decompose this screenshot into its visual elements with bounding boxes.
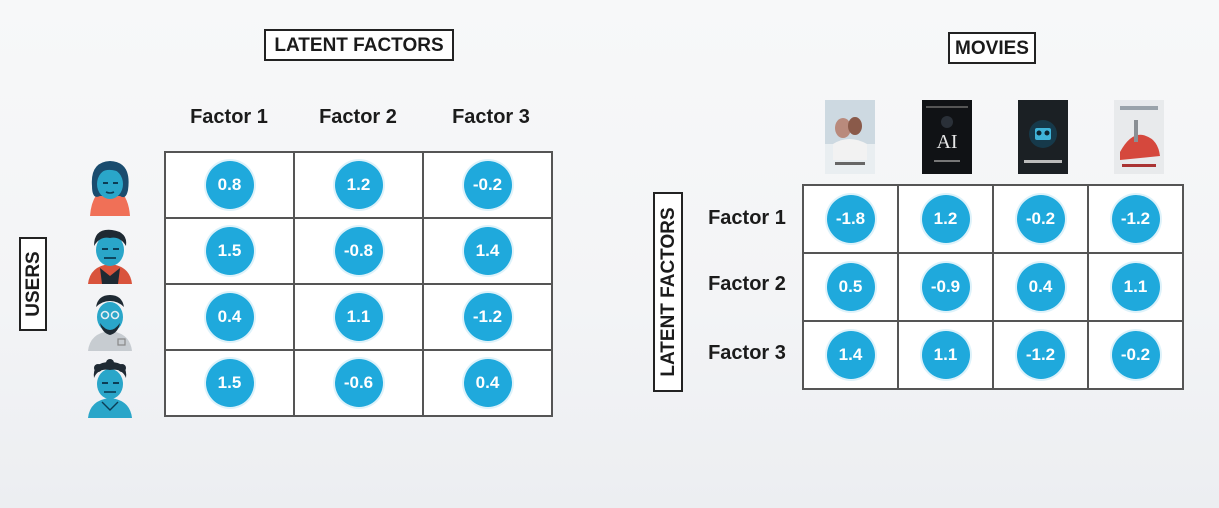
user-avatar-man-icon xyxy=(88,229,132,284)
table-row: -1.8 1.2 -0.2 -1.2 xyxy=(802,184,1184,254)
matrix-cell: 1.2 xyxy=(293,151,424,219)
value-badge: 1.5 xyxy=(205,359,254,407)
matrix-cell: -0.9 xyxy=(897,252,994,322)
matrix-cell: 0.4 xyxy=(422,349,553,417)
value-badge: 0.8 xyxy=(205,161,254,209)
users-side-label: USERS xyxy=(19,237,47,331)
table-row: 0.5 -0.9 0.4 1.1 xyxy=(802,252,1184,322)
matrix-cell: -0.8 xyxy=(293,217,424,285)
user-avatar-man-curly-icon xyxy=(88,359,132,418)
user-avatar-bearded-man-icon xyxy=(88,295,132,351)
value-badge: -0.2 xyxy=(1111,331,1160,379)
value-badge: 0.4 xyxy=(205,293,254,341)
movies-title: MOVIES xyxy=(948,32,1036,64)
value-badge: 1.1 xyxy=(921,331,970,379)
value-badge: 1.4 xyxy=(463,227,512,275)
matrix-cell: -1.2 xyxy=(422,283,553,351)
table-row: 0.4 1.1 -1.2 xyxy=(164,283,553,351)
table-row: 1.4 1.1 -1.2 -0.2 xyxy=(802,320,1184,390)
value-badge: 1.4 xyxy=(826,331,875,379)
matrix-cell: 1.5 xyxy=(164,349,295,417)
value-badge: 1.5 xyxy=(205,227,254,275)
movie-poster-red-ship-icon xyxy=(1114,100,1164,174)
value-badge: 0.4 xyxy=(463,359,512,407)
table-row: 0.8 1.2 -0.2 xyxy=(164,151,553,219)
value-badge: -0.9 xyxy=(921,263,970,311)
value-badge: -0.6 xyxy=(334,359,383,407)
user-matrix-col-header: Factor 1 xyxy=(190,106,268,128)
value-badge: 1.2 xyxy=(921,195,970,243)
movie-poster-robot-icon xyxy=(1018,100,1068,174)
value-badge: 1.2 xyxy=(334,161,383,209)
movie-factor-matrix: -1.8 1.2 -0.2 -1.2 0.5 -0.9 0.4 1.1 1.4 … xyxy=(802,184,1184,390)
svg-text:AI: AI xyxy=(936,131,957,153)
matrix-cell: -0.2 xyxy=(1087,320,1184,390)
value-badge: 0.4 xyxy=(1016,263,1065,311)
value-badge: 0.5 xyxy=(826,263,875,311)
matrix-cell: 1.2 xyxy=(897,184,994,254)
matrix-cell: 0.4 xyxy=(164,283,295,351)
matrix-cell: -0.2 xyxy=(422,151,553,219)
value-badge: -0.8 xyxy=(334,227,383,275)
matrix-cell: 1.1 xyxy=(897,320,994,390)
user-matrix-col-header: Factor 2 xyxy=(319,106,397,128)
matrix-cell: 0.5 xyxy=(802,252,899,322)
value-badge: 1.1 xyxy=(1111,263,1160,311)
table-row: 1.5 -0.8 1.4 xyxy=(164,217,553,285)
user-avatar-woman-icon xyxy=(90,161,130,216)
matrix-cell: -1.8 xyxy=(802,184,899,254)
matrix-cell: -1.2 xyxy=(1087,184,1184,254)
matrix-cell: -1.2 xyxy=(992,320,1089,390)
table-row: 1.5 -0.6 0.4 xyxy=(164,349,553,417)
value-badge: -0.2 xyxy=(1016,195,1065,243)
user-factor-matrix: 0.8 1.2 -0.2 1.5 -0.8 1.4 0.4 1.1 -1.2 1… xyxy=(164,151,553,417)
matrix-cell: 1.4 xyxy=(422,217,553,285)
value-badge: -0.2 xyxy=(463,161,512,209)
matrix-cell: 1.5 xyxy=(164,217,295,285)
movie-poster-romance-icon xyxy=(825,100,875,174)
matrix-cell: 1.1 xyxy=(1087,252,1184,322)
movie-matrix-row-header: Factor 3 xyxy=(708,342,786,364)
value-badge: -1.8 xyxy=(826,195,875,243)
matrix-cell: -0.2 xyxy=(992,184,1089,254)
movie-poster-ai-icon: AI xyxy=(922,100,972,174)
matrix-cell: -0.6 xyxy=(293,349,424,417)
matrix-cell: 1.1 xyxy=(293,283,424,351)
matrix-cell: 0.8 xyxy=(164,151,295,219)
user-matrix-col-header: Factor 3 xyxy=(452,106,530,128)
latent-factors-title: LATENT FACTORS xyxy=(264,29,454,61)
value-badge: 1.1 xyxy=(334,293,383,341)
value-badge: -1.2 xyxy=(1111,195,1160,243)
matrix-cell: 1.4 xyxy=(802,320,899,390)
value-badge: -1.2 xyxy=(1016,331,1065,379)
matrix-cell: 0.4 xyxy=(992,252,1089,322)
movie-matrix-row-header: Factor 1 xyxy=(708,207,786,229)
value-badge: -1.2 xyxy=(463,293,512,341)
latent-factors-side-label: LATENT FACTORS xyxy=(653,192,683,392)
movie-matrix-row-header: Factor 2 xyxy=(708,273,786,295)
